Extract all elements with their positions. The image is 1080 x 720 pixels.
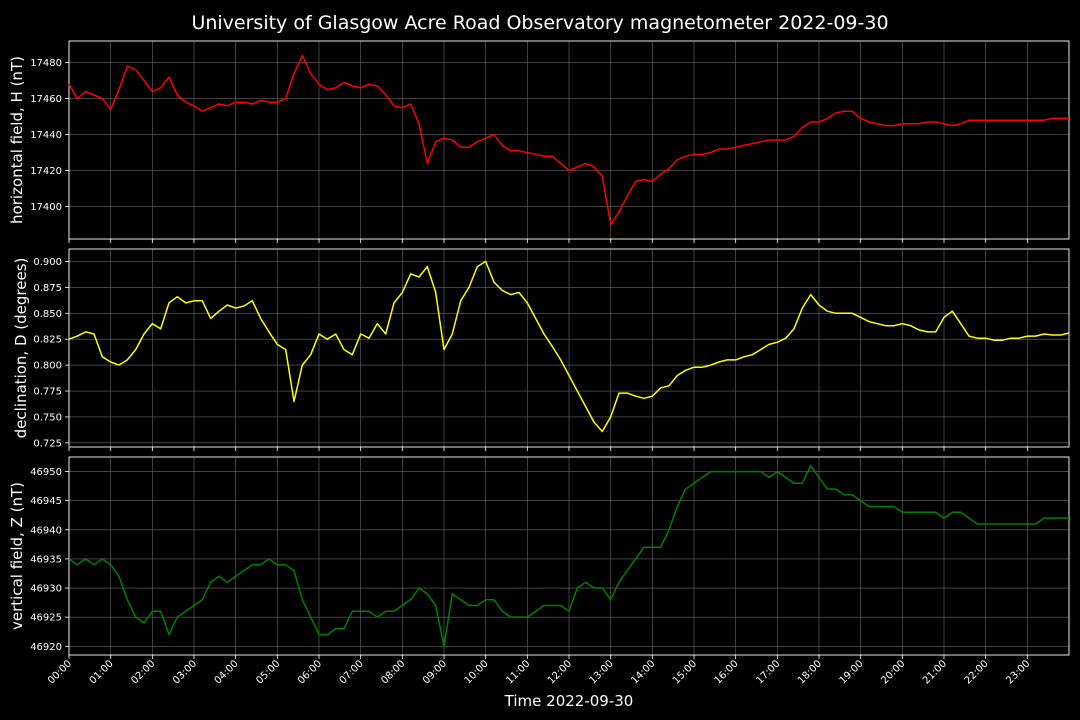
x-tick-label: 20:00 (879, 658, 907, 686)
x-tick-label: 09:00 (421, 658, 449, 686)
x-tick-label: 19:00 (838, 658, 866, 686)
panels-group: 17400 17420 17440 17460 17480 horizontal fiel… (8, 40, 1070, 659)
y-tick-label: 46930 (30, 584, 62, 595)
y-tick-label: 46935 (30, 554, 62, 565)
series-line-3 (68, 464, 1069, 648)
y-tick-label: 0.750 (33, 412, 62, 423)
x-tick-labels: 00:00 01:00 02:00 03:00 04:00 05:00 06:00 07:00… (46, 658, 1032, 686)
x-tick-label: 00:00 (46, 658, 74, 686)
x-tick-label: 13:00 (588, 658, 616, 686)
panel-frame (68, 248, 1070, 448)
x-tick-label: 16:00 (713, 658, 741, 686)
y-tick-label: 46945 (30, 496, 62, 507)
x-tick-label: 10:00 (463, 658, 491, 686)
x-tick-label: 12:00 (546, 658, 574, 686)
y-axis-label: declination, D (degrees) (12, 258, 30, 439)
panel-1: 17400 17420 17440 17460 17480 horizontal fiel… (8, 40, 1070, 243)
x-tick-label: 02:00 (129, 658, 157, 686)
x-tick-label: 14:00 (629, 658, 657, 686)
panel-2: 0.725 0.750 0.775 0.800 0.825 0.850 0.875 0.900… (12, 248, 1070, 451)
x-axis-label: Time 2022-09-30 (504, 692, 634, 710)
x-tick-label: 17:00 (754, 658, 782, 686)
x-tick-label: 07:00 (338, 658, 366, 686)
y-tick-label: 0.775 (33, 387, 62, 398)
y-tick-label: 17400 (30, 202, 62, 213)
y-tick-label: 0.850 (33, 309, 62, 320)
x-tick-label: 23:00 (1004, 658, 1032, 686)
panel-frame (68, 40, 1070, 240)
panel-frame (68, 456, 1070, 656)
y-tick-label: 0.875 (33, 283, 62, 294)
y-tick-label: 0.825 (33, 335, 62, 346)
y-tick-label: 17420 (30, 166, 62, 177)
x-tick-label: 22:00 (963, 658, 991, 686)
series-line-1 (68, 54, 1069, 226)
x-tick-label: 21:00 (921, 658, 949, 686)
y-axis-label: horizontal field, H (nT) (8, 56, 26, 224)
y-axis-label: vertical field, Z (nT) (8, 482, 26, 630)
x-tick-label: 03:00 (171, 658, 199, 686)
x-tick-label: 06:00 (296, 658, 324, 686)
y-tick-label: 17460 (30, 94, 62, 105)
chart-title: University of Glasgow Acre Road Observat… (191, 12, 888, 34)
x-tick-label: 11:00 (504, 658, 532, 686)
y-tick-label: 46925 (30, 613, 62, 624)
y-tick-label: 17440 (30, 130, 62, 141)
x-tick-label: 15:00 (671, 658, 699, 686)
y-tick-label: 17480 (30, 58, 62, 69)
y-tick-label: 46950 (30, 467, 62, 478)
y-tick-label: 0.725 (33, 438, 62, 449)
y-tick-label: 0.800 (33, 361, 62, 372)
x-tick-label: 08:00 (379, 658, 407, 686)
x-tick-label: 18:00 (796, 658, 824, 686)
series-line-2 (68, 260, 1070, 433)
y-tick-label: 46920 (30, 642, 62, 653)
x-tick-label: 01:00 (88, 658, 116, 686)
y-tick-label: 0.900 (33, 257, 62, 268)
x-tick-label: 05:00 (254, 658, 282, 686)
x-tick-label: 04:00 (213, 658, 241, 686)
panel-3: 46920 46925 46930 46935 46940 46945 46950 verti… (8, 456, 1070, 659)
y-tick-label: 46940 (30, 525, 62, 536)
